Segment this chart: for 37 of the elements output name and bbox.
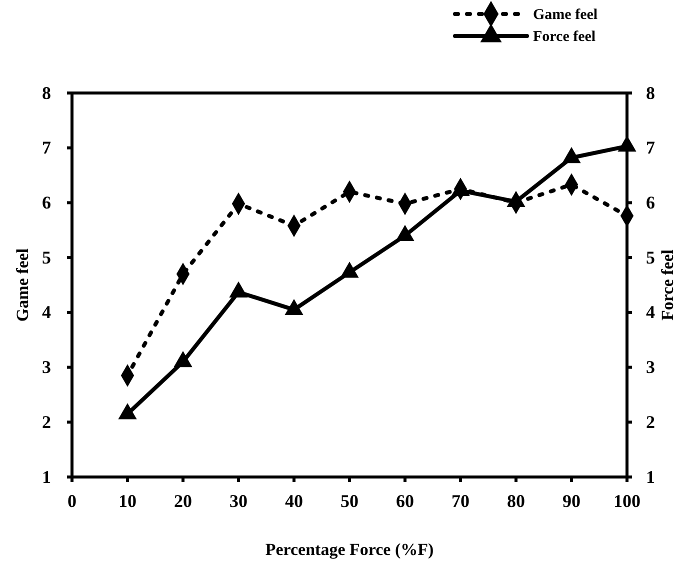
- y-tick-label: 7: [42, 138, 51, 158]
- y-tick-label: 2: [42, 412, 51, 432]
- x-tick-label: 70: [452, 490, 470, 511]
- y2-tick-label: 1: [646, 466, 655, 487]
- x-tick-label: 80: [507, 490, 525, 511]
- x-tick-label: 10: [118, 490, 136, 511]
- y2-tick-label: 3: [646, 357, 655, 378]
- legend-label: Force feel: [533, 29, 596, 45]
- y-tick-label: 6: [42, 192, 51, 212]
- point: [229, 281, 248, 298]
- y-tick-label: 3: [42, 357, 51, 378]
- y2-axis-title: Force feel: [658, 249, 677, 320]
- x-tick-label: 40: [285, 490, 303, 511]
- point: [118, 403, 137, 420]
- y2-tick-label: 4: [646, 302, 655, 322]
- y-tick-label: 8: [42, 82, 51, 103]
- y2-tick-label: 6: [646, 192, 655, 212]
- y-tick-label: 5: [42, 247, 51, 268]
- point: [174, 351, 192, 368]
- x-tick-label: 90: [562, 490, 580, 511]
- y2-tick-label: 2: [646, 412, 655, 432]
- legend-label: Game feel: [533, 7, 598, 23]
- x-tick-label: 60: [396, 490, 414, 511]
- point: [284, 298, 304, 316]
- point: [340, 262, 359, 278]
- y-tick-label: 1: [42, 466, 51, 487]
- x-tick-label: 50: [340, 490, 358, 511]
- x-axis-title: Percentage Force (%F): [265, 540, 434, 559]
- x-tick-label: 30: [230, 490, 248, 511]
- x-tick-label: 100: [614, 490, 640, 511]
- x-tick-label: 0: [68, 490, 76, 511]
- y2-tick-label: 5: [646, 247, 655, 268]
- y-axis-title: Game feel: [13, 248, 32, 322]
- y2-tick-label: 7: [646, 138, 655, 158]
- y2-tick-label: 8: [646, 82, 655, 103]
- x-tick-label: 20: [174, 490, 192, 511]
- y-tick-label: 4: [42, 302, 51, 322]
